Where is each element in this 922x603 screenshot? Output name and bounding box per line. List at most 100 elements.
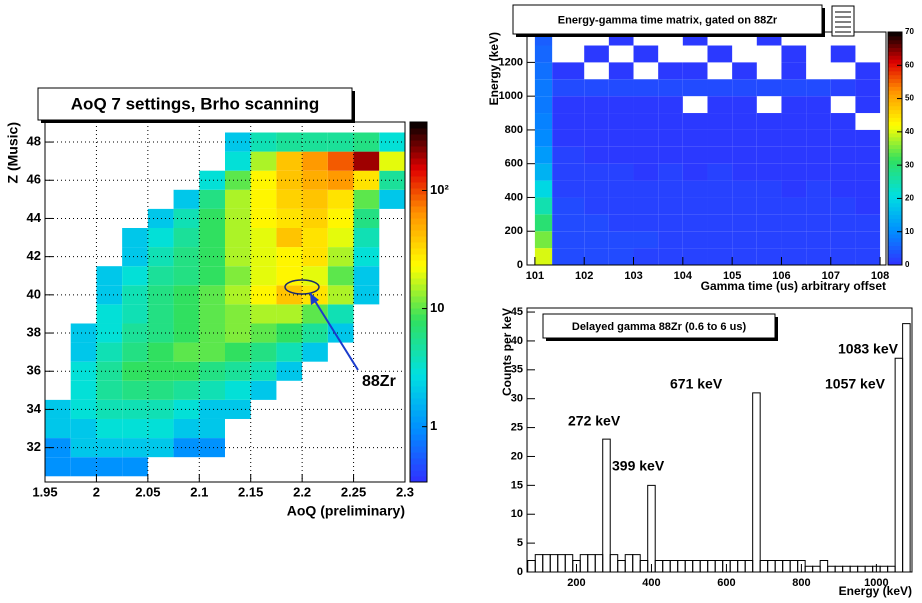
x-tick-label: 2 [93, 484, 100, 499]
heatmap-cell [147, 342, 174, 362]
palette-cell [888, 191, 902, 196]
palette-cell [888, 59, 902, 64]
heatmap-cell [608, 180, 634, 198]
x-tick-label: 101 [526, 270, 544, 282]
y-axis-label: Counts per keV [500, 308, 514, 396]
heatmap-cell [830, 45, 856, 63]
x-axis-label: AoQ (preliminary) [287, 503, 405, 519]
y-tick-label: 34 [27, 401, 42, 416]
x-tick-label: 105 [723, 270, 741, 282]
heatmap-cell [682, 197, 708, 215]
heatmap-cell [302, 151, 328, 171]
heatmap-cell [534, 96, 553, 114]
heatmap-cell [122, 380, 148, 400]
palette-cell [888, 183, 902, 188]
heatmap-cell [302, 208, 328, 228]
palette-cell [888, 140, 902, 146]
heatmap-cell [122, 438, 148, 458]
heatmap-cell [302, 132, 328, 152]
heatmap-cell [806, 146, 831, 164]
x-tick-label: 102 [575, 270, 593, 282]
heatmap-cell [682, 214, 708, 232]
palette-cell [410, 266, 427, 273]
heatmap-cell [173, 266, 200, 286]
y-tick-label: 1000 [499, 90, 523, 102]
heatmap-cell [276, 227, 303, 248]
heatmap-cell [682, 129, 708, 147]
heatmap-cell [552, 197, 585, 215]
y-tick-label: 15 [511, 479, 523, 491]
palette-cell [888, 125, 902, 130]
heatmap-cell [122, 227, 148, 248]
heatmap-cell [756, 197, 782, 215]
heatmap-cell [45, 418, 71, 439]
palette-cell [410, 212, 427, 219]
heatmap-cell [633, 180, 659, 198]
palette-cell [410, 422, 427, 429]
heatmap-cell [658, 163, 683, 181]
heatmap-cell [707, 180, 733, 198]
x-tick-label: 2.2 [293, 484, 311, 499]
y-tick-label: 200 [505, 225, 523, 237]
y-tick-label: 0 [517, 259, 523, 271]
y-tick-label: 40 [27, 286, 41, 301]
palette-cell [410, 296, 427, 303]
palette-cell [410, 332, 427, 339]
heatmap-cell [781, 231, 807, 249]
y-tick-label: 800 [505, 124, 523, 136]
palette-tick-label: 0 [905, 260, 910, 269]
heatmap-cell [250, 208, 277, 228]
heatmap-cell [707, 248, 733, 265]
heatmap-cell [327, 208, 354, 228]
x-tick-label: 2.3 [396, 484, 414, 499]
x-tick-label: 103 [624, 270, 642, 282]
heatmap-cell [552, 62, 585, 80]
heatmap-cell [199, 170, 225, 190]
heatmap-cell [732, 214, 757, 232]
heatmap-cell [173, 418, 200, 439]
heatmap-cell [584, 163, 609, 181]
palette-tick-label: 70 [905, 27, 914, 36]
heatmap-cell [584, 248, 609, 265]
heatmap-cell [302, 189, 328, 209]
x-tick-label: 1.95 [32, 484, 57, 499]
chart-title: Energy-gamma time matrix, gated on 88Zr [558, 14, 778, 26]
heatmap-cell [584, 96, 609, 114]
heatmap-cell [534, 129, 553, 147]
palette-cell [410, 434, 427, 441]
heatmap-cell [327, 304, 354, 324]
heatmap-cell [707, 113, 733, 130]
palette-cell [410, 170, 427, 177]
heatmap-cell [353, 266, 380, 286]
heatmap-cell [682, 231, 708, 249]
heatmap-cell [830, 214, 856, 232]
heatmap-cell [147, 208, 174, 228]
histogram-bin [602, 438, 611, 572]
heatmap-cell [633, 129, 659, 147]
y-tick-label: 45 [511, 306, 523, 318]
heatmap-cell [682, 113, 708, 130]
palette-cell [410, 458, 427, 465]
heatmap-cell [225, 380, 251, 400]
heatmap-cell [633, 248, 659, 265]
palette-cell [410, 278, 427, 285]
gate-contour [284, 279, 320, 295]
heatmap-cell [225, 304, 251, 324]
palette-cell [410, 122, 427, 129]
palette-cell [888, 210, 902, 216]
y-tick-label: 42 [27, 248, 41, 263]
palette-cell [410, 464, 427, 471]
heatmap-cell [732, 197, 757, 215]
heatmap-cell [552, 96, 585, 114]
heatmap-cell [122, 304, 148, 324]
heatmap-cell [534, 113, 553, 130]
palette-cell [410, 350, 427, 357]
heatmap-cell [855, 180, 881, 198]
x-tick-label: 104 [674, 270, 693, 282]
heatmap-cell [756, 146, 782, 164]
palette-cell [410, 254, 427, 261]
heatmap-cell [608, 146, 634, 164]
heatmap-cell [552, 79, 585, 97]
heatmap-cell [682, 180, 708, 198]
